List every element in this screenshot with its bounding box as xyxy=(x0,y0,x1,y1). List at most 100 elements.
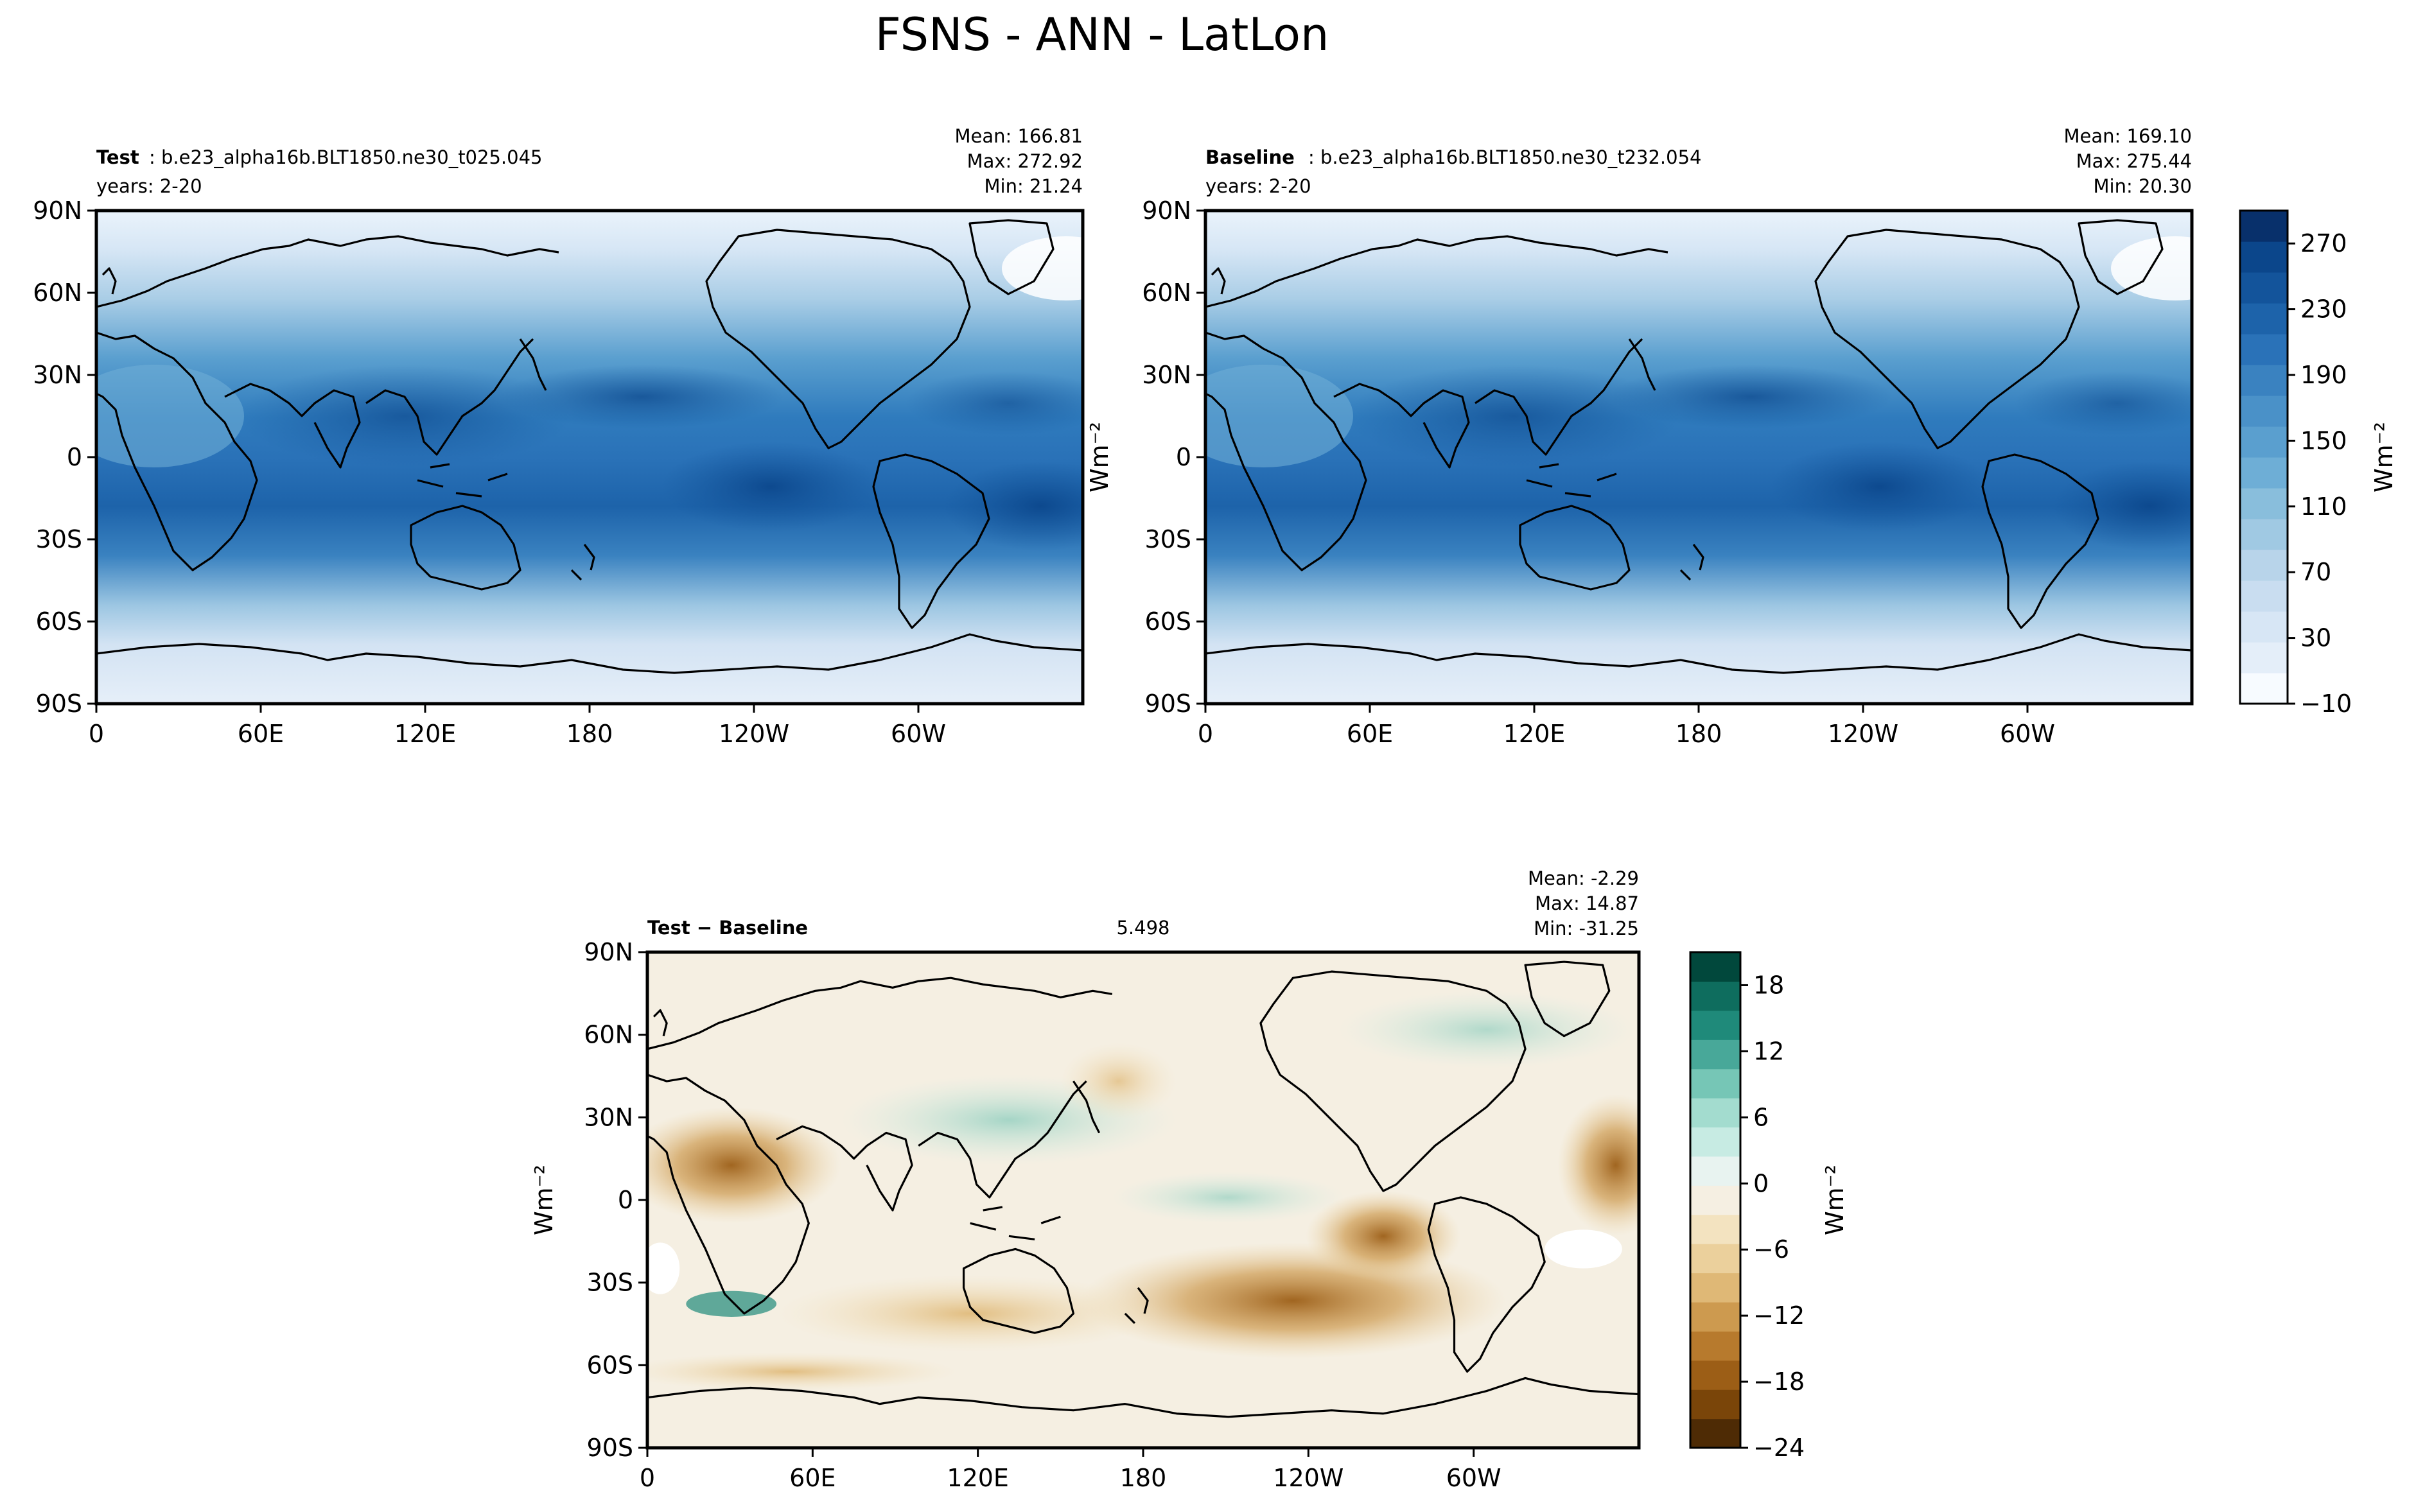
panel-test: Test : b.e23_alpha16b.BLT1850.ne30_t025.… xyxy=(33,125,1085,748)
stat-min: Min: 20.30 xyxy=(2094,175,2192,197)
colorbar-swatch xyxy=(1690,1389,1740,1420)
panel-label-bold: Test − Baseline xyxy=(647,917,808,939)
y-tick-label: 60N xyxy=(33,279,82,307)
stat-max: Max: 14.87 xyxy=(1535,892,1639,914)
map-test xyxy=(94,209,1085,706)
colorbar-swatch xyxy=(2240,395,2288,427)
y-tick-label: 90N xyxy=(584,938,633,966)
y-tick-label: 60S xyxy=(587,1351,633,1379)
colorbar-swatch xyxy=(1690,1331,1740,1361)
colorbar-tick-label: 150 xyxy=(2300,426,2347,455)
colorbar-tick-label: 6 xyxy=(1753,1103,1769,1131)
colorbar-swatch xyxy=(1690,1301,1740,1332)
colorbar-tick-label: −24 xyxy=(1753,1434,1805,1462)
colorbar-swatch xyxy=(1690,1360,1740,1390)
colorbar-swatch xyxy=(1690,1273,1740,1303)
x-tick-label: 120W xyxy=(719,720,789,748)
y-tick-label: 60S xyxy=(36,607,82,636)
x-tick-label: 0 xyxy=(640,1464,655,1492)
y-tick-label: 30S xyxy=(587,1269,633,1297)
y-tick-label: 0 xyxy=(67,443,82,471)
y-tick-label: 30N xyxy=(584,1103,633,1131)
colorbar-tick-label: 190 xyxy=(2300,361,2347,389)
x-tick-label: 120E xyxy=(394,720,457,748)
x-tick-label: 120E xyxy=(947,1464,1009,1492)
x-tick-label: 120W xyxy=(1828,720,1898,748)
x-tick-label: 0 xyxy=(89,720,104,748)
colorbar-swatch xyxy=(1690,1418,1740,1448)
x-tick-label: 180 xyxy=(566,720,613,748)
y-tick-label: 30S xyxy=(36,525,82,553)
y-tick-label: 30N xyxy=(1142,361,1191,389)
panel-difference: Test − Baseline 5.498 Mean: -2.29 Max: 1… xyxy=(530,867,1849,1492)
panel-years: years: 2-20 xyxy=(96,175,202,197)
y-tick-label: 90N xyxy=(1142,196,1191,225)
stat-mean: Mean: 169.10 xyxy=(2064,125,2192,147)
colorbar-tick-label: −10 xyxy=(2300,690,2352,718)
colorbar-unit-label: Wm⁻² xyxy=(1821,1165,1849,1235)
axis-unit-label: Wm⁻² xyxy=(1085,422,1114,492)
stat-min: Min: 21.24 xyxy=(985,175,1083,197)
panel-label-bold: Baseline xyxy=(1205,146,1295,168)
y-tick-label: 30S xyxy=(1145,525,1191,553)
colorbar-tick-label: −6 xyxy=(1753,1235,1789,1264)
x-tick-label: 60W xyxy=(1446,1464,1501,1492)
colorbar-swatch xyxy=(1690,981,1740,1011)
figure-title: FSNS - ANN - LatLon xyxy=(875,8,1329,61)
stat-mean: Mean: -2.29 xyxy=(1528,867,1639,889)
panel-label-bold: Test xyxy=(96,146,139,168)
colorbar-tick-label: −18 xyxy=(1753,1368,1805,1396)
colorbar-swatch xyxy=(2240,519,2288,550)
x-tick-label: 180 xyxy=(1676,720,1722,748)
stat-max: Max: 275.44 xyxy=(2076,150,2192,172)
panel-label-case: : b.e23_alpha16b.BLT1850.ne30_t232.054 xyxy=(1308,146,1701,168)
y-tick-label: 90S xyxy=(36,690,82,718)
x-tick-label: 0 xyxy=(1198,720,1213,748)
colorbar-swatch xyxy=(2240,272,2288,304)
colorbar-swatch xyxy=(2240,550,2288,581)
colorbar-swatch xyxy=(1690,1156,1740,1186)
panel-years: years: 2-20 xyxy=(1205,175,1311,197)
colorbar-swatch xyxy=(2240,580,2288,612)
colorbar-tick-label: 270 xyxy=(2300,229,2347,257)
colorbar-swatch xyxy=(2240,457,2288,489)
colorbar-swatch xyxy=(2240,673,2288,704)
x-tick-label: 60E xyxy=(238,720,284,748)
colorbar-unit-label: Wm⁻² xyxy=(2370,422,2398,492)
colorbar-swatch xyxy=(1690,1039,1740,1070)
colorbar-swatch xyxy=(1690,1127,1740,1157)
x-tick-label: 180 xyxy=(1120,1464,1167,1492)
x-tick-label: 60E xyxy=(789,1464,836,1492)
colorbar-swatch xyxy=(1690,1244,1740,1274)
stat-mean: Mean: 166.81 xyxy=(955,125,1083,147)
colorbar-tick-label: 30 xyxy=(2300,624,2331,652)
x-tick-label: 60W xyxy=(2000,720,2055,748)
colorbar-swatch xyxy=(1690,1185,1740,1215)
rmse-label: 5.498 xyxy=(1116,917,1169,939)
colorbar-swatch xyxy=(2240,642,2288,673)
colorbar-swatch xyxy=(2240,241,2288,273)
x-tick-label: 60W xyxy=(891,720,946,748)
colorbar-tick-label: 18 xyxy=(1753,971,1784,999)
panel-baseline: Baseline : b.e23_alpha16b.BLT1850.ne30_t… xyxy=(1085,125,2398,748)
stat-min: Min: -31.25 xyxy=(1534,917,1639,939)
colorbar-tick-label: 110 xyxy=(2300,492,2347,521)
colorbar-swatch xyxy=(1690,1068,1740,1099)
x-tick-label: 60E xyxy=(1347,720,1393,748)
colorbar-swatch xyxy=(1690,952,1740,982)
panel-label-case: : b.e23_alpha16b.BLT1850.ne30_t025.045 xyxy=(149,146,542,168)
map-difference xyxy=(645,950,1641,1450)
colorbar-tick-label: 12 xyxy=(1753,1037,1784,1065)
colorbar-swatch xyxy=(2240,303,2288,335)
colorbar-tick-label: 70 xyxy=(2300,558,2331,586)
colorbar-swatch xyxy=(2240,211,2288,242)
y-tick-label: 0 xyxy=(618,1186,633,1214)
axis-unit-label: Wm⁻² xyxy=(530,1165,558,1235)
colorbar-swatch xyxy=(1690,1214,1740,1244)
y-tick-label: 30N xyxy=(33,361,82,389)
y-tick-label: 90S xyxy=(587,1434,633,1462)
colorbar-tick-label: −12 xyxy=(1753,1301,1805,1330)
colorbar-fsns: 270 230 190 150 110 70 30 −10 xyxy=(2239,209,2352,718)
colorbar-swatch xyxy=(2240,426,2288,458)
